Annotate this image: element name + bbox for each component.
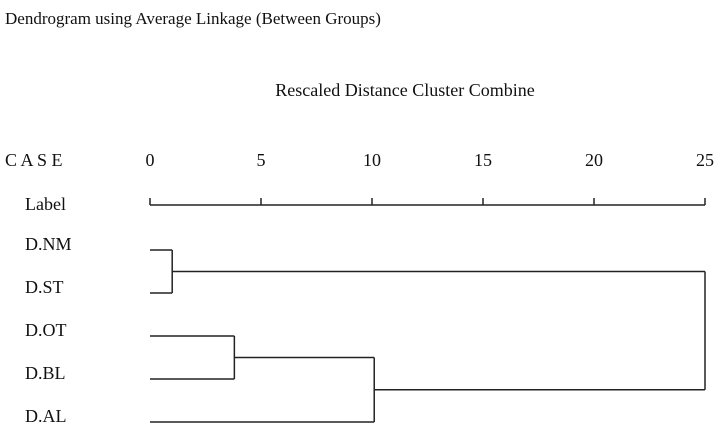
leaf-label: D.OT (25, 320, 67, 340)
leaf-label: D.ST (25, 277, 64, 297)
label-heading: Label (25, 194, 66, 214)
leaf-label: D.NM (25, 234, 72, 254)
chart-title: Dendrogram using Average Linkage (Betwee… (5, 9, 381, 28)
x-tick-label: 5 (257, 150, 266, 170)
case-heading: C A S E (5, 150, 63, 170)
chart-subtitle: Rescaled Distance Cluster Combine (275, 80, 534, 100)
x-tick-label: 20 (585, 150, 603, 170)
x-tick-label: 10 (363, 150, 381, 170)
x-tick-label: 15 (474, 150, 492, 170)
x-tick-label: 25 (696, 150, 714, 170)
leaf-label: D.AL (25, 406, 67, 426)
x-tick-label: 0 (146, 150, 155, 170)
leaf-label: D.BL (25, 363, 66, 383)
